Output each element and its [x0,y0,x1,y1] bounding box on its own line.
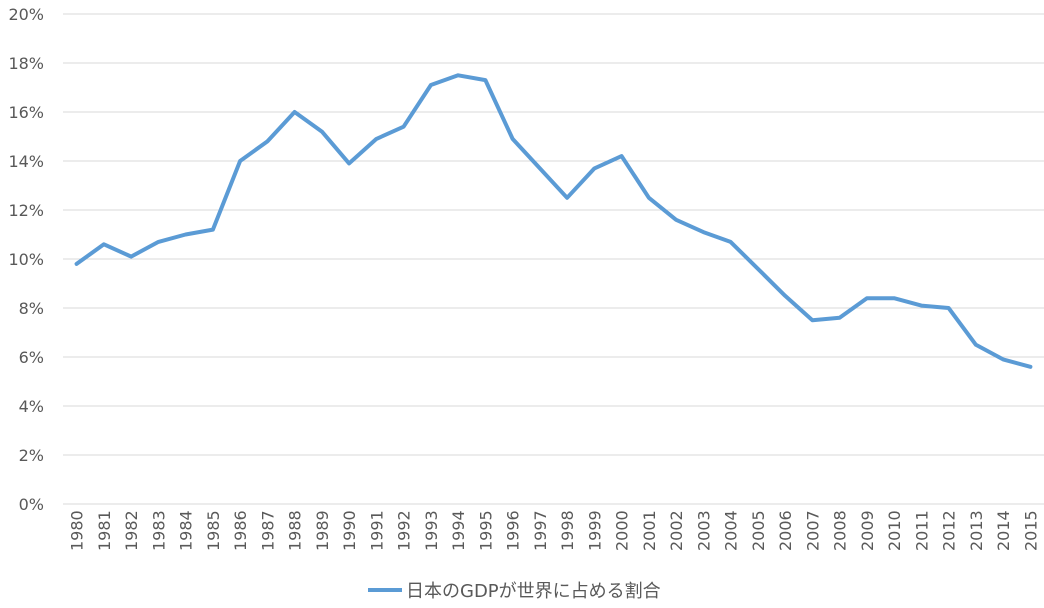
x-axis: 1980 1981 1982 1983 1984 1985 1986 1987 1988 1989… [68,510,1041,551]
y-tick-label: 8% [19,299,44,318]
x-tick-label: 2011 [912,510,931,551]
x-tick-label: 2000 [613,510,632,551]
x-tick-label: 1987 [258,510,277,551]
x-tick-label: 1988 [286,510,305,551]
x-tick-label: 1981 [95,510,114,551]
x-tick-label: 2015 [1021,510,1040,551]
x-tick-label: 1985 [204,510,223,551]
x-tick-label: 1995 [476,510,495,551]
x-tick-label: 2001 [640,510,659,551]
x-tick-label: 2003 [694,510,713,551]
y-tick-label: 18% [8,54,44,73]
legend: 日本のGDPが世界に占める割合 [368,581,661,602]
x-tick-label: 1994 [449,510,468,551]
x-tick-label: 1982 [122,510,141,551]
y-axis: 0% 2% 4% 6% 8% 10% 12% 14% 16% 18% 20% [8,5,44,514]
x-tick-label: 1997 [531,510,550,551]
x-tick-label: 2004 [722,510,741,551]
x-tick-label: 2014 [994,510,1013,551]
x-tick-label: 1983 [149,510,168,551]
x-tick-label: 1984 [177,510,196,551]
y-tick-label: 16% [8,103,44,122]
x-tick-label: 1990 [340,510,359,551]
x-tick-label: 2006 [776,510,795,551]
x-tick-label: 2002 [667,510,686,551]
y-tick-label: 0% [19,495,44,514]
series-layer [74,73,1033,369]
x-tick-label: 2012 [940,510,959,551]
x-tick-label: 1999 [585,510,604,551]
x-tick-label: 1996 [504,510,523,551]
x-tick-label: 1998 [558,510,577,551]
x-tick-label: 2007 [803,510,822,551]
x-tick-label: 1989 [313,510,332,551]
x-tick-label: 1980 [68,510,87,551]
x-tick-label: 1991 [367,510,386,551]
y-tick-label: 6% [19,348,44,367]
x-tick-label: 1992 [395,510,414,551]
y-tick-label: 20% [8,5,44,24]
grid-layer [63,13,1044,505]
y-tick-label: 4% [19,397,44,416]
series-line-0 [74,73,1033,369]
x-tick-label: 2010 [885,510,904,551]
x-tick-label: 1986 [231,510,250,551]
x-tick-label: 2013 [967,510,986,551]
y-tick-label: 10% [8,250,44,269]
legend-label: 日本のGDPが世界に占める割合 [406,581,661,602]
x-tick-label: 1993 [422,510,441,551]
y-tick-label: 14% [8,152,44,171]
x-tick-label: 2005 [749,510,768,551]
y-tick-label: 12% [8,201,44,220]
y-tick-label: 2% [19,446,44,465]
x-tick-label: 2009 [858,510,877,551]
x-tick-label: 2008 [831,510,850,551]
